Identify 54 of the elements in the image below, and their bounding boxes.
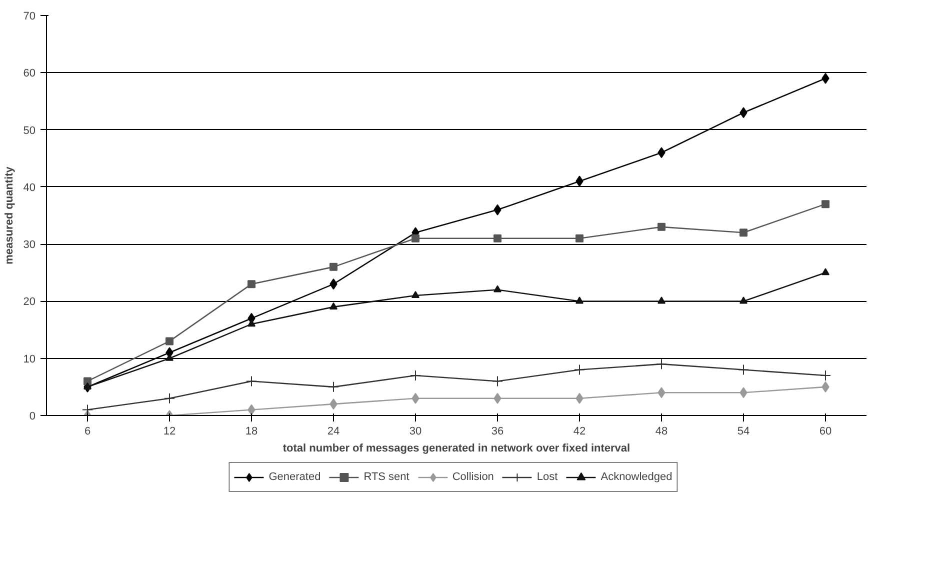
- x-tick-label: 48: [655, 426, 668, 438]
- point: [330, 262, 338, 271]
- point: [576, 296, 584, 304]
- x-tick-label: 12: [163, 426, 176, 438]
- legend-label: Acknowledged: [600, 471, 672, 483]
- point: [330, 302, 338, 310]
- x-tick-label: 54: [737, 426, 750, 438]
- point: [248, 320, 256, 327]
- x-tick-label: 30: [409, 426, 422, 438]
- point: [576, 234, 584, 242]
- x-tick-label: 36: [491, 426, 504, 438]
- point: [412, 290, 420, 298]
- point: [248, 280, 256, 288]
- y-tick-label: 50: [23, 124, 36, 137]
- point: [658, 296, 666, 304]
- point: [410, 370, 421, 381]
- x-tick-label: 42: [573, 426, 586, 438]
- point: [822, 200, 830, 208]
- legend-label: Collision: [452, 471, 494, 483]
- y-tick-label: 0: [29, 410, 36, 422]
- point: [84, 377, 92, 386]
- x-tick-label: 6: [84, 426, 91, 438]
- point: [164, 392, 175, 404]
- y-tick-label: 30: [23, 239, 36, 252]
- point: [492, 376, 503, 387]
- legend-label: Generated: [268, 471, 321, 483]
- point: [574, 364, 585, 376]
- legend-label: Lost: [536, 471, 558, 483]
- y-tick-label: 40: [23, 182, 36, 194]
- point: [84, 382, 92, 390]
- y-axis-title: measured quantity: [3, 166, 16, 264]
- x-tick-label: 24: [327, 426, 340, 438]
- y-tick-label: 60: [23, 68, 36, 80]
- point: [166, 337, 174, 346]
- point: [740, 228, 748, 237]
- point: [740, 296, 748, 304]
- point: [822, 268, 830, 276]
- point: [328, 381, 339, 392]
- point: [656, 358, 667, 370]
- y-tick-label: 20: [23, 296, 36, 308]
- point: [412, 234, 420, 242]
- legend-label: RTS sent: [364, 471, 410, 483]
- point: [494, 285, 502, 292]
- point: [820, 370, 831, 381]
- point: [494, 234, 502, 242]
- point: [658, 222, 666, 231]
- x-tick-label: 60: [819, 426, 832, 438]
- y-tick-label: 10: [23, 353, 36, 366]
- point: [166, 354, 174, 361]
- y-tick-label: 70: [23, 10, 36, 22]
- x-tick-label: 18: [245, 426, 258, 438]
- x-axis-title: total number of messages generated in network over fixed interval: [282, 442, 630, 454]
- point: [246, 376, 257, 387]
- point: [738, 364, 749, 376]
